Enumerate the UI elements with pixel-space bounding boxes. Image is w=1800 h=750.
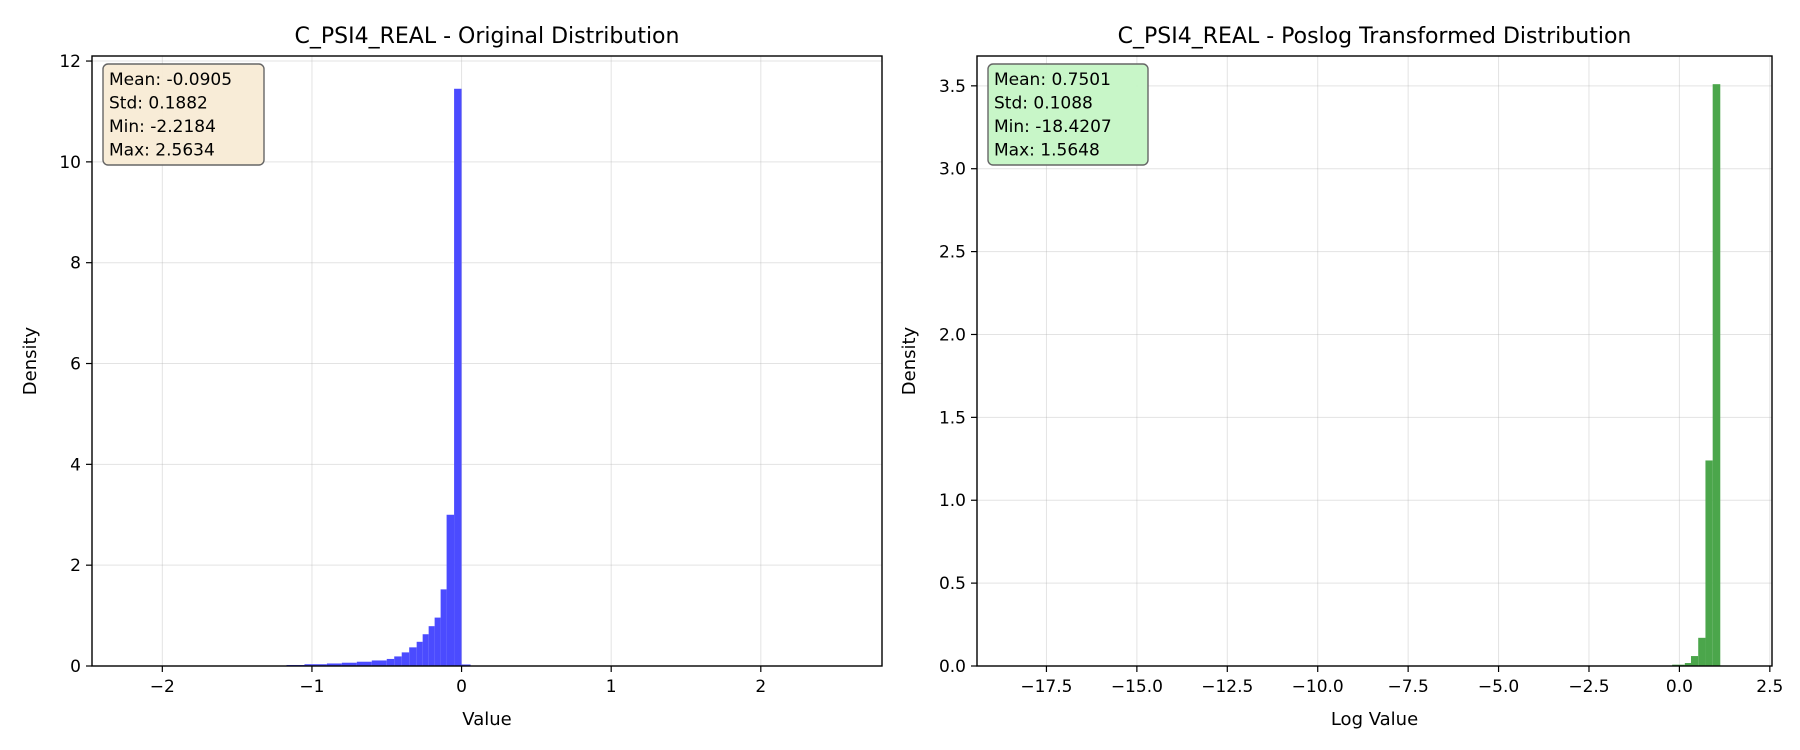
stats-line: Std: 0.1088 bbox=[994, 94, 1093, 114]
x-tick-label: −7.5 bbox=[1387, 677, 1428, 697]
histogram-bar bbox=[1705, 460, 1713, 666]
y-tick-label: 6 bbox=[70, 355, 81, 375]
x-tick-label: 0.0 bbox=[1666, 677, 1693, 697]
y-tick-label: 0.0 bbox=[939, 657, 966, 677]
axes-frame bbox=[91, 55, 883, 667]
y-tick-label: 3.0 bbox=[939, 160, 966, 180]
chart-title: C_PSI4_REAL - Poslog Transformed Distrib… bbox=[1118, 24, 1632, 49]
histogram-bar bbox=[446, 514, 455, 666]
histogram-bar bbox=[454, 88, 462, 666]
histogram-bar bbox=[394, 656, 402, 666]
histogram-bar bbox=[428, 626, 435, 666]
y-tick-label: 12 bbox=[59, 52, 81, 72]
stats-box bbox=[987, 63, 1149, 166]
x-tick-label: −1 bbox=[299, 677, 324, 697]
y-tick-label: 4 bbox=[70, 455, 81, 475]
histogram-bar bbox=[1690, 656, 1699, 666]
y-tick-label: 3.5 bbox=[939, 77, 966, 97]
y-tick-label: 0 bbox=[70, 657, 81, 677]
x-axis-label: Value bbox=[462, 709, 511, 730]
y-tick-label: 2.0 bbox=[939, 325, 966, 345]
x-tick-label: −2 bbox=[150, 677, 175, 697]
histogram-bar bbox=[304, 664, 327, 666]
y-tick-label: 0.5 bbox=[939, 574, 966, 594]
stats-line: Max: 2.5634 bbox=[109, 141, 215, 161]
histogram-bar bbox=[1712, 84, 1721, 667]
y-tick-label: 10 bbox=[59, 153, 81, 173]
chart-title: C_PSI4_REAL - Original Distribution bbox=[295, 24, 680, 49]
histogram-bar bbox=[356, 661, 372, 666]
x-tick-label: 2.5 bbox=[1756, 677, 1783, 697]
stats-box bbox=[102, 63, 265, 166]
axes-frame bbox=[976, 55, 1773, 667]
stats-line: Min: -18.4207 bbox=[994, 117, 1112, 137]
histogram-bar bbox=[416, 641, 423, 666]
y-tick-label: 2.5 bbox=[939, 243, 966, 263]
stats-line: Max: 1.5648 bbox=[994, 141, 1100, 161]
x-tick-label: −17.5 bbox=[1020, 677, 1072, 697]
y-axis-label: Density bbox=[899, 326, 920, 395]
histogram-bar bbox=[440, 589, 447, 666]
stats-line: Min: -2.2184 bbox=[109, 117, 216, 137]
x-tick-label: −5.0 bbox=[1478, 677, 1519, 697]
y-tick-label: 1.0 bbox=[939, 491, 966, 511]
x-tick-label: −12.5 bbox=[1201, 677, 1253, 697]
poslog-distribution-panel: −17.5 −15.0 −12.5 −10.0 −7.5 −5.0 −2.5 0.0 2.5 0.… bbox=[899, 24, 1783, 730]
histogram-bar bbox=[422, 634, 429, 666]
y-tick-label: 8 bbox=[70, 254, 81, 274]
histogram-bar bbox=[371, 660, 387, 666]
x-tick-label: −10.0 bbox=[1292, 677, 1344, 697]
x-tick-label: −2.5 bbox=[1568, 677, 1609, 697]
histogram-bar bbox=[401, 652, 410, 666]
x-tick-label: 1 bbox=[606, 677, 617, 697]
histogram-bar bbox=[386, 658, 395, 666]
histogram-bar bbox=[326, 663, 342, 666]
x-tick-label: 0 bbox=[456, 677, 467, 697]
stats-line: Std: 0.1882 bbox=[109, 94, 208, 114]
histogram-bar bbox=[341, 662, 357, 666]
y-tick-label: 2 bbox=[70, 556, 81, 576]
x-axis-label: Log Value bbox=[1331, 709, 1418, 730]
stats-line: Mean: 0.7501 bbox=[994, 70, 1111, 90]
histogram-bar bbox=[409, 647, 417, 666]
histogram-bar bbox=[461, 664, 471, 666]
histogram-bar bbox=[434, 617, 441, 666]
y-tick-label: 1.5 bbox=[939, 408, 966, 428]
y-axis-label: Density bbox=[20, 326, 41, 395]
histogram-bar bbox=[1684, 663, 1691, 666]
x-tick-label: 2 bbox=[755, 677, 766, 697]
x-tick-label: −15.0 bbox=[1111, 677, 1163, 697]
stats-line: Mean: -0.0905 bbox=[109, 70, 232, 90]
histogram-bar bbox=[1698, 637, 1706, 666]
